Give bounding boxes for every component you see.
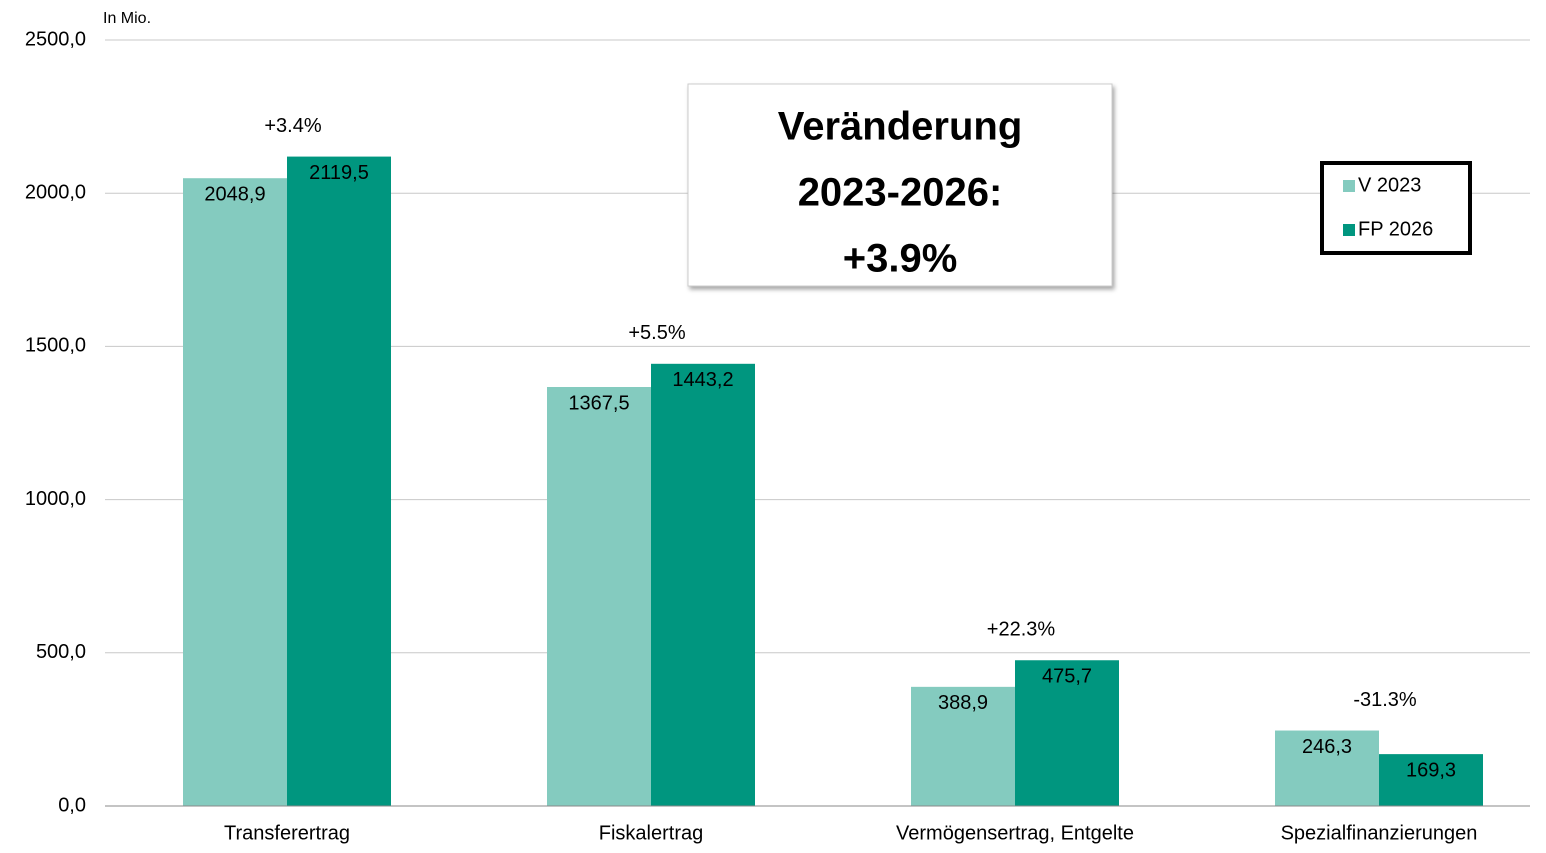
- legend-box: [1320, 161, 1472, 255]
- callout-text: Veränderung: [778, 105, 1023, 149]
- bar: [287, 156, 391, 806]
- change-annotation: -31.3%: [1353, 689, 1417, 711]
- bar: [1275, 730, 1379, 806]
- y-tick-label: 1500,0: [25, 335, 86, 357]
- x-tick-label: Transferertrag: [224, 822, 350, 844]
- value-label: 2119,5: [309, 162, 369, 184]
- value-label: 169,3: [1406, 759, 1456, 781]
- value-label: 1367,5: [568, 392, 629, 414]
- legend-swatch: [1343, 180, 1355, 192]
- legend-label: V 2023: [1358, 174, 1421, 196]
- bar: [547, 386, 651, 806]
- x-tick-label: Spezialfinanzierungen: [1281, 822, 1478, 844]
- legend-label: FP 2026: [1358, 218, 1433, 240]
- y-axis-label: In Mio.: [103, 10, 151, 27]
- value-label: 2048,9: [204, 183, 265, 205]
- bar: [651, 363, 755, 806]
- value-label: 388,9: [938, 692, 988, 714]
- value-label: 246,3: [1302, 736, 1352, 758]
- legend-swatch: [1343, 224, 1355, 236]
- x-tick-label: Fiskalertrag: [599, 822, 703, 844]
- y-tick-label: 2000,0: [25, 181, 86, 203]
- callout-text: +3.9%: [843, 237, 958, 281]
- y-tick-label: 500,0: [36, 641, 86, 663]
- y-tick-label: 2500,0: [25, 28, 86, 50]
- bar: [911, 686, 1015, 806]
- y-tick-label: 0,0: [58, 794, 86, 816]
- bar: [1379, 754, 1483, 806]
- value-label: 475,7: [1042, 666, 1092, 688]
- bar: [1015, 660, 1119, 806]
- callout-box: [687, 83, 1113, 287]
- value-label: 1443,2: [672, 369, 733, 391]
- change-annotation: +3.4%: [264, 115, 321, 137]
- y-tick-label: 1000,0: [25, 488, 86, 510]
- change-annotation: +22.3%: [987, 619, 1056, 641]
- bar: [183, 178, 287, 806]
- callout-text: 2023-2026:: [798, 171, 1003, 215]
- x-tick-label: Vermögensertrag, Entgelte: [896, 822, 1134, 844]
- change-annotation: +5.5%: [628, 322, 685, 344]
